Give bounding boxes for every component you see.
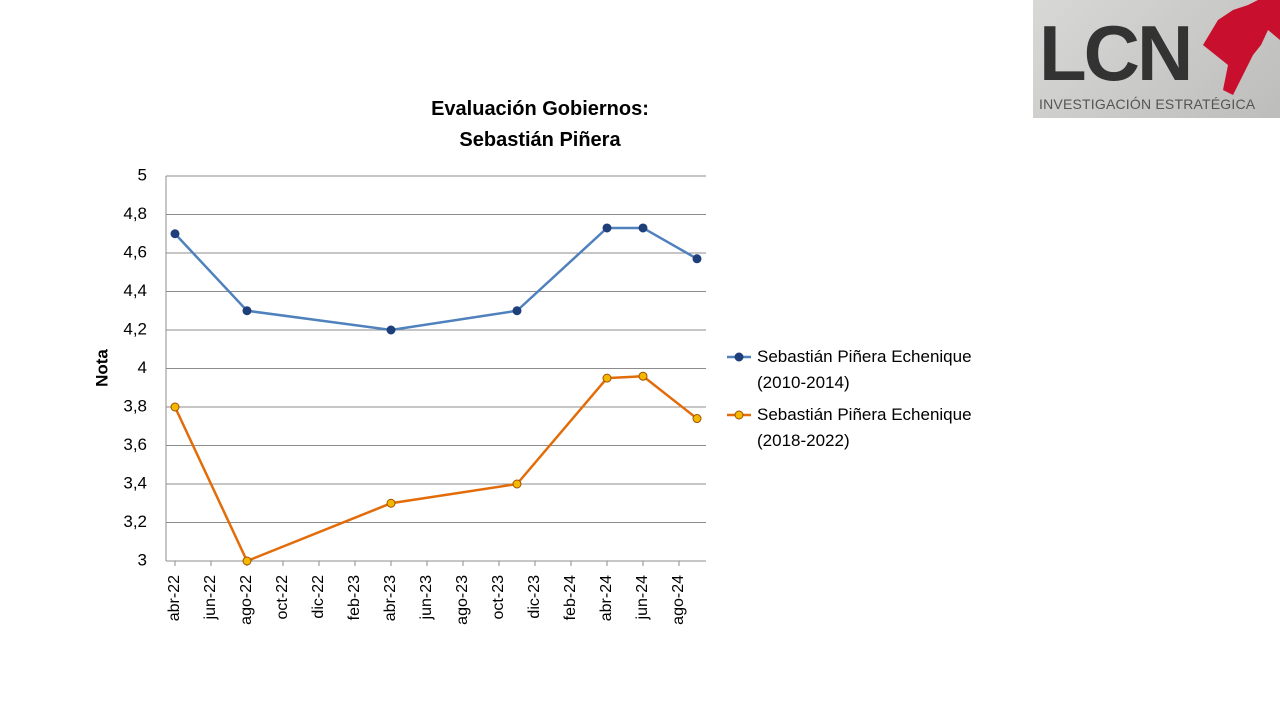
x-tick-label: jun-23	[418, 575, 435, 621]
y-tick-label: 3,6	[123, 435, 147, 454]
logo-horse	[1203, 0, 1280, 95]
y-tick-label: 4,8	[123, 204, 147, 223]
x-tick-label: feb-24	[562, 575, 579, 620]
y-tick-label: 3,4	[123, 473, 147, 492]
series-line	[173, 374, 698, 563]
data-point	[692, 414, 702, 424]
data-point	[386, 325, 396, 335]
chart-title: Evaluación Gobiernos: Sebastián Piñera	[431, 98, 649, 151]
x-tick-label: abr-24	[598, 575, 615, 621]
x-tick-label: ago-22	[238, 575, 255, 625]
data-point	[602, 223, 612, 233]
y-tick-label: 4,6	[123, 242, 147, 261]
data-point	[242, 306, 252, 316]
x-tick-label: ago-23	[454, 575, 471, 625]
legend-marker	[727, 410, 751, 420]
y-tick-label: 4,2	[123, 319, 147, 338]
data-point	[242, 556, 252, 566]
data-point	[386, 498, 396, 508]
logo-subtitle: INVESTIGACIÓN ESTRATÉGICA	[1039, 96, 1256, 112]
y-tick-label: 3	[138, 550, 147, 569]
data-point	[170, 229, 180, 239]
y-tick-label: 4,4	[123, 281, 147, 300]
data-point	[692, 254, 702, 264]
data-point	[512, 479, 522, 489]
legend-dot	[734, 410, 744, 420]
x-tick-label: abr-22	[166, 575, 183, 621]
data-point	[638, 371, 648, 381]
data-point	[638, 223, 648, 233]
legend-dot	[734, 352, 744, 362]
data-point	[170, 402, 180, 412]
y-tick-label: 5	[138, 165, 147, 184]
y-tick-label: 3,8	[123, 396, 147, 415]
x-tick-label: dic-23	[526, 575, 543, 619]
legend-item: Sebastián Piñera Echenique (2018-2022)	[727, 402, 1017, 454]
x-tick-label: oct-23	[490, 575, 507, 620]
x-tick-label: oct-22	[274, 575, 291, 620]
y-tick-label: 3,2	[123, 512, 147, 531]
legend-item: Sebastián Piñera Echenique (2010-2014)	[727, 344, 1017, 396]
x-tick-label: jun-24	[634, 575, 651, 621]
y-axis-label: Nota	[92, 349, 111, 387]
logo: LCN INVESTIGACIÓN ESTRATÉGICA	[1033, 0, 1280, 118]
x-tick-label: feb-23	[346, 575, 363, 620]
x-tick-label: jun-22	[202, 575, 219, 621]
x-tick-label: abr-23	[382, 575, 399, 621]
data-point	[512, 306, 522, 316]
data-point	[602, 373, 612, 383]
legend-label: Sebastián Piñera Echenique (2018-2022)	[757, 405, 972, 450]
logo-text: LCN	[1039, 9, 1193, 97]
x-tick-label: ago-24	[670, 575, 687, 625]
series-line	[174, 226, 698, 332]
x-tick-label: dic-22	[310, 575, 327, 619]
y-tick-label: 4	[138, 358, 147, 377]
legend-marker	[727, 352, 751, 362]
legend-label: Sebastián Piñera Echenique (2010-2014)	[757, 347, 972, 392]
